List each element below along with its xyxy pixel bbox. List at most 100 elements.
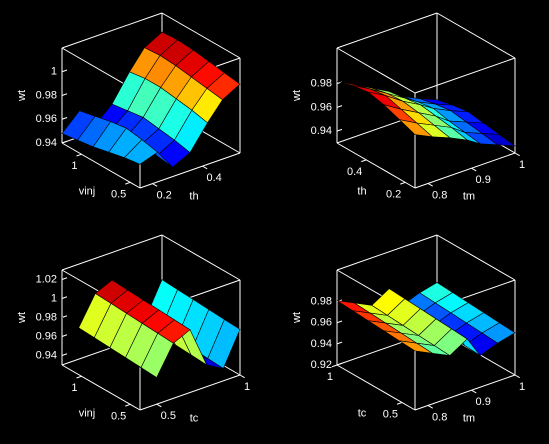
x-tick-label: 0.5: [161, 410, 176, 422]
x-tick: [514, 374, 520, 379]
y-tick-label: 0.5: [111, 188, 126, 200]
surface-patch: [123, 139, 159, 165]
y-tick-label: 1: [327, 371, 333, 383]
y-tick: [76, 375, 82, 379]
surface-patch: [399, 340, 433, 354]
axes-box: [336, 364, 416, 411]
axes-box: [139, 152, 241, 189]
z-tick: [61, 69, 68, 73]
z-tick-label: 0.98: [311, 78, 332, 90]
z-tick-label: 0.96: [311, 101, 332, 113]
axes-box: [336, 47, 416, 94]
axes-box: [436, 12, 516, 59]
axes-box: [61, 364, 141, 411]
axes-box: [336, 12, 438, 49]
x-axis-label: tm: [463, 412, 475, 424]
x-tick-label: 0.8: [432, 411, 447, 423]
x-tick-label: 0.9: [476, 174, 491, 186]
z-tick: [61, 296, 68, 299]
axes-box: [161, 12, 241, 59]
x-axis-label: th: [189, 190, 198, 202]
x-tick-label: 1: [519, 381, 525, 393]
z-tick-label: 0.98: [311, 296, 332, 308]
x-tick-label: 0.9: [476, 396, 491, 408]
x-tick: [471, 389, 477, 394]
z-axis-label: wt: [291, 312, 303, 324]
z-tick-label: 0.92: [311, 359, 332, 371]
x-tick: [152, 183, 158, 187]
y-tick-label: 0.5: [111, 410, 126, 422]
z-tick: [336, 128, 343, 132]
x-axis-label: tm: [463, 190, 475, 202]
x-tick: [427, 405, 433, 409]
y-axis-label: vinj: [79, 407, 96, 419]
x-tick: [427, 183, 433, 187]
y-tick: [396, 402, 403, 405]
axes-box: [414, 374, 516, 411]
z-tick: [61, 93, 68, 96]
y-tick-label: 0.2: [386, 188, 401, 200]
x-tick-label: 1: [519, 159, 525, 171]
z-tick: [336, 105, 343, 108]
y-tick: [125, 403, 131, 407]
x-tick: [156, 403, 162, 408]
y-tick: [76, 153, 82, 157]
z-tick: [61, 140, 68, 144]
axes-box: [436, 234, 516, 281]
axes-box: [414, 57, 516, 94]
z-tick-label: 1: [51, 292, 57, 304]
x-tick-label: 1: [244, 381, 250, 393]
axes-box: [336, 142, 416, 189]
z-tick: [61, 315, 68, 318]
z-tick-label: 0.96: [36, 330, 57, 342]
axes-box: [61, 234, 163, 271]
y-tick: [125, 181, 131, 185]
z-tick: [61, 277, 68, 280]
y-tick: [331, 364, 338, 368]
y-tick-label: 1: [71, 382, 77, 394]
surface-patch: [398, 119, 434, 138]
x-tick: [471, 167, 477, 172]
y-tick: [361, 159, 367, 163]
x-tick-label: 0.4: [207, 172, 222, 184]
z-tick: [61, 117, 68, 120]
z-axis-label: wt: [16, 90, 28, 102]
z-tick-label: 0.98: [36, 89, 57, 101]
x-tick-label: 0.2: [157, 190, 172, 202]
x-tick-label: 0.8: [432, 189, 447, 201]
z-tick-label: 0.94: [311, 338, 332, 350]
x-tick: [514, 152, 520, 157]
y-tick-label: 0.5: [383, 408, 398, 420]
y-axis-label: th: [357, 185, 366, 197]
z-tick: [336, 341, 343, 345]
y-tick-label: 1: [71, 160, 77, 172]
z-tick-label: 0.98: [36, 311, 57, 323]
z-tick: [336, 362, 343, 366]
axes-box: [139, 374, 241, 411]
y-axis-label: tc: [358, 407, 367, 419]
y-tick: [400, 181, 406, 185]
z-tick: [61, 334, 68, 337]
z-tick: [61, 353, 68, 356]
z-axis-label: wt: [291, 90, 303, 102]
z-tick-label: 0.94: [36, 137, 57, 149]
surface-patch: [124, 357, 157, 378]
x-tick: [202, 165, 208, 170]
z-tick-label: 1: [51, 66, 57, 78]
z-tick-label: 0.94: [311, 125, 332, 137]
y-axis-label: vinj: [79, 185, 96, 197]
z-tick: [336, 320, 343, 324]
x-axis-label: tc: [190, 412, 199, 424]
z-tick-label: 0.96: [311, 317, 332, 329]
axes-box: [414, 152, 516, 189]
z-tick-label: 1.02: [36, 273, 57, 285]
y-tick-label: 0.4: [347, 166, 362, 178]
axes-box: [61, 142, 141, 189]
axes-box: [161, 234, 241, 281]
axes-box: [336, 234, 438, 271]
x-tick: [239, 374, 245, 379]
z-axis-label: wt: [16, 312, 28, 324]
axes-box: [61, 12, 163, 49]
